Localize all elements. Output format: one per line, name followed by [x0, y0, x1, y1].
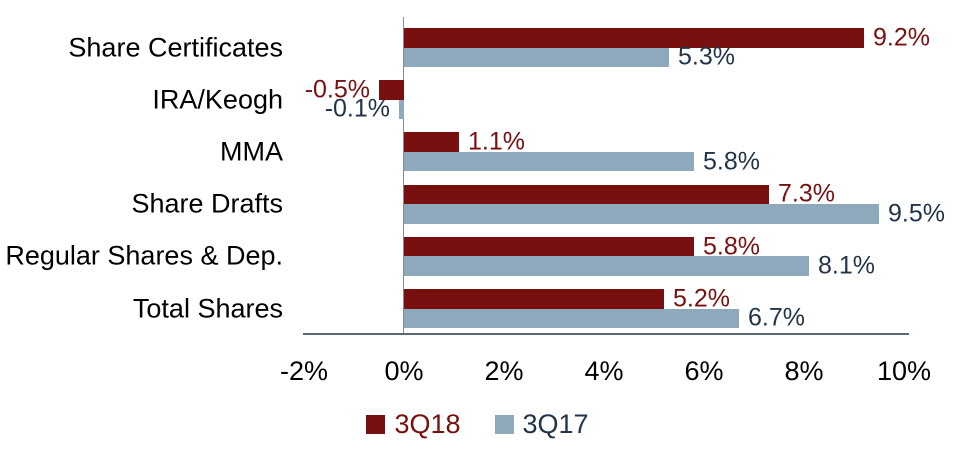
value-label-3q17-5: 6.7%	[748, 303, 805, 332]
legend-swatch-3q18-icon	[366, 415, 386, 434]
value-label-3q17-1: -0.1%	[324, 94, 390, 123]
bar-3q17-0	[404, 47, 669, 67]
category-label: Regular Shares & Dep.	[5, 240, 283, 271]
x-axis-line	[303, 333, 909, 335]
legend-item-3q18: 3Q18	[366, 409, 461, 439]
bar-3q18-1	[379, 80, 404, 100]
x-tick-label: 0%	[384, 356, 424, 386]
x-tick-label: 4%	[584, 356, 624, 386]
x-tick-label: 10%	[876, 356, 932, 386]
x-tick-label: -2%	[279, 356, 329, 386]
x-tick-label: 8%	[784, 356, 824, 386]
value-label-3q17-4: 8.1%	[818, 251, 875, 280]
category-label: Share Certificates	[68, 32, 283, 62]
bar-3q18-2	[404, 132, 459, 152]
value-label-3q18-4: 5.8%	[703, 232, 760, 261]
legend-swatch-3q17-icon	[494, 415, 514, 434]
value-label-3q18-3: 7.3%	[778, 179, 835, 208]
category-label: IRA/Keogh	[152, 84, 283, 115]
bar-3q17-3	[404, 204, 879, 224]
x-tick-label: 6%	[684, 356, 724, 386]
legend-item-3q17: 3Q17	[494, 409, 589, 439]
value-label-3q18-0: 9.2%	[873, 23, 930, 52]
bar-3q17-5	[404, 308, 739, 328]
category-label: Share Drafts	[131, 188, 283, 219]
x-tick-label: 2%	[484, 356, 524, 386]
value-label-3q18-5: 5.2%	[673, 284, 730, 313]
bar-3q17-1	[399, 99, 404, 120]
y-axis-line	[403, 17, 404, 334]
bar-3q17-4	[404, 256, 809, 276]
legend: 3Q18 3Q17	[0, 411, 955, 438]
legend-label-3q18: 3Q18	[394, 409, 461, 439]
bar-3q18-0	[404, 28, 864, 48]
bar-3q18-5	[404, 289, 664, 309]
bar-3q17-2	[404, 151, 694, 172]
value-label-3q17-2: 5.8%	[703, 147, 760, 176]
category-label: MMA	[220, 136, 283, 167]
category-label: Total Shares	[132, 293, 283, 323]
value-label-3q17-0: 5.3%	[678, 42, 735, 71]
value-label-3q18-2: 1.1%	[468, 127, 525, 156]
bar-3q18-4	[404, 236, 694, 257]
value-label-3q17-3: 9.5%	[888, 199, 945, 228]
value-label-3q18-1: -0.5%	[304, 75, 370, 104]
legend-label-3q17: 3Q17	[522, 409, 589, 439]
bar-3q18-3	[404, 184, 769, 205]
